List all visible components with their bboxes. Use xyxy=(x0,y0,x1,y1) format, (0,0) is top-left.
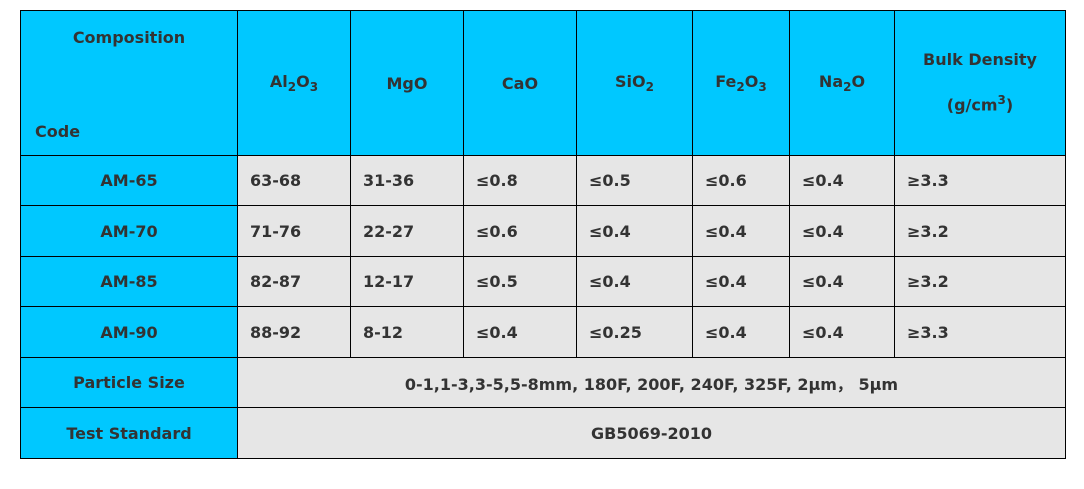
cell-al2o3: 82-87 xyxy=(237,256,351,307)
row-code: AM-70 xyxy=(20,205,238,257)
cell-sio2: ≤0.5 xyxy=(576,155,693,206)
cell-sio2: ≤0.4 xyxy=(576,256,693,307)
table-row: AM-70 71-76 22-27 ≤0.6 ≤0.4 ≤0.4 ≤0.4 ≥3… xyxy=(20,205,1066,257)
header-row: Composition Code Al2O3 MgO CaO SiO2 Fe2O… xyxy=(20,10,1066,156)
cell-al2o3: 88-92 xyxy=(237,306,351,358)
cell-mgo: 8-12 xyxy=(350,306,464,358)
header-mgo: MgO xyxy=(350,10,464,156)
cell-bulk-density: ≥3.3 xyxy=(894,306,1066,358)
row-code: AM-85 xyxy=(20,256,238,307)
row-code: AM-65 xyxy=(20,155,238,206)
test-standard-label: Test Standard xyxy=(20,407,238,459)
table-row: AM-90 88-92 8-12 ≤0.4 ≤0.25 ≤0.4 ≤0.4 ≥3… xyxy=(20,306,1066,358)
header-bulk-density: Bulk Density (g/cm3) xyxy=(894,10,1066,156)
cell-cao: ≤0.8 xyxy=(463,155,577,206)
cell-bulk-density: ≥3.2 xyxy=(894,256,1066,307)
particle-size-label: Particle Size xyxy=(20,357,238,408)
cell-na2o: ≤0.4 xyxy=(789,306,895,358)
header-sio2: SiO2 xyxy=(576,10,693,156)
cell-cao: ≤0.5 xyxy=(463,256,577,307)
header-al2o3: Al2O3 xyxy=(237,10,351,156)
cell-fe2o3: ≤0.4 xyxy=(692,205,790,257)
cell-fe2o3: ≤0.4 xyxy=(692,256,790,307)
composition-code-header: Composition Code xyxy=(20,10,238,156)
table-row: AM-65 63-68 31-36 ≤0.8 ≤0.5 ≤0.6 ≤0.4 ≥3… xyxy=(20,155,1066,206)
cell-cao: ≤0.4 xyxy=(463,306,577,358)
cell-bulk-density: ≥3.3 xyxy=(894,155,1066,206)
test-standard-value: GB5069-2010 xyxy=(237,407,1066,459)
row-code: AM-90 xyxy=(20,306,238,358)
code-label: Code xyxy=(35,122,81,141)
header-cao: CaO xyxy=(463,10,577,156)
cell-na2o: ≤0.4 xyxy=(789,205,895,257)
cell-na2o: ≤0.4 xyxy=(789,155,895,206)
cell-al2o3: 71-76 xyxy=(237,205,351,257)
cell-al2o3: 63-68 xyxy=(237,155,351,206)
composition-table: Composition Code Al2O3 MgO CaO SiO2 Fe2O… xyxy=(20,10,1066,459)
composition-label: Composition xyxy=(72,28,186,47)
cell-sio2: ≤0.25 xyxy=(576,306,693,358)
cell-na2o: ≤0.4 xyxy=(789,256,895,307)
cell-mgo: 31-36 xyxy=(350,155,464,206)
bulk-density-unit: (g/cm3) xyxy=(946,93,1014,115)
particle-size-row: Particle Size 0-1,1-3,3-5,5-8mm, 180F, 2… xyxy=(20,357,1066,408)
cell-mgo: 12-17 xyxy=(350,256,464,307)
cell-mgo: 22-27 xyxy=(350,205,464,257)
cell-sio2: ≤0.4 xyxy=(576,205,693,257)
bulk-density-label: Bulk Density xyxy=(923,50,1037,70)
header-na2o: Na2O xyxy=(789,10,895,156)
cell-cao: ≤0.6 xyxy=(463,205,577,257)
cell-fe2o3: ≤0.6 xyxy=(692,155,790,206)
particle-size-value: 0-1,1-3,3-5,5-8mm, 180F, 200F, 240F, 325… xyxy=(237,357,1066,408)
test-standard-row: Test Standard GB5069-2010 xyxy=(20,407,1066,459)
cell-bulk-density: ≥3.2 xyxy=(894,205,1066,257)
table-row: AM-85 82-87 12-17 ≤0.5 ≤0.4 ≤0.4 ≤0.4 ≥3… xyxy=(20,256,1066,307)
cell-fe2o3: ≤0.4 xyxy=(692,306,790,358)
header-fe2o3: Fe2O3 xyxy=(692,10,790,156)
